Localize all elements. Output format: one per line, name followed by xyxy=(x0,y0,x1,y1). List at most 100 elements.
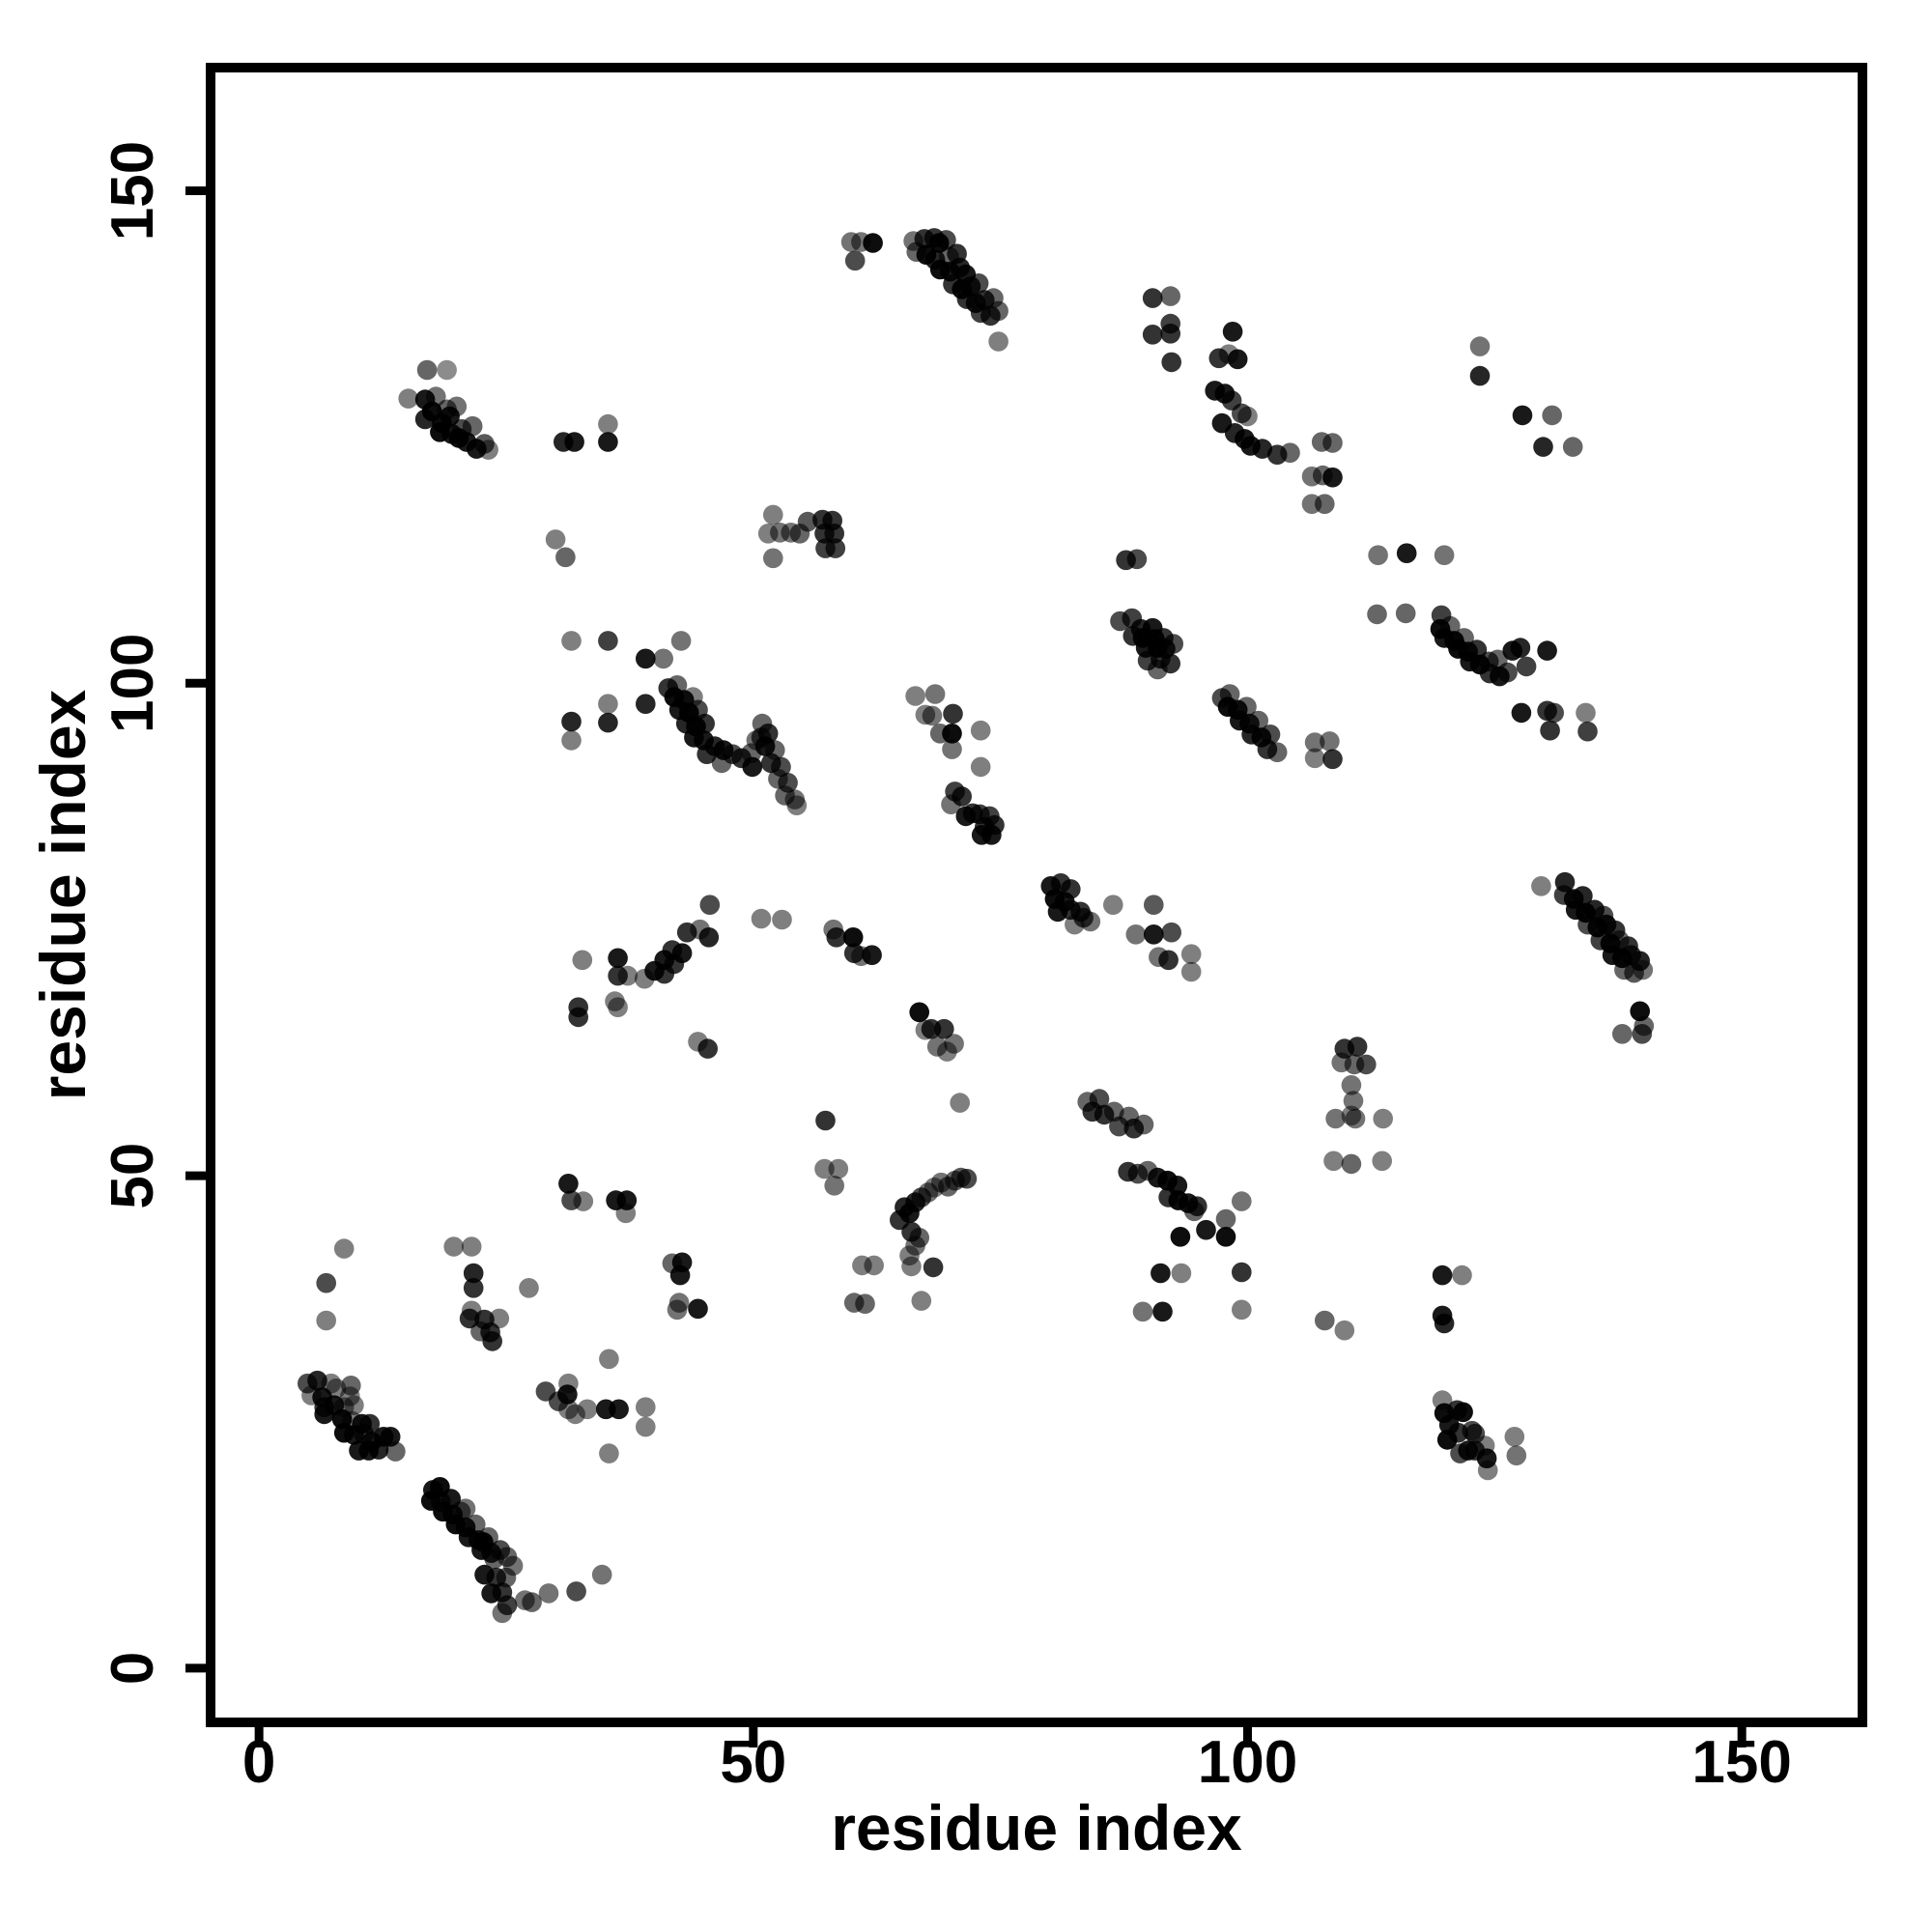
data-point xyxy=(1170,1227,1191,1247)
data-point xyxy=(577,1399,598,1420)
data-point xyxy=(941,794,961,814)
data-point xyxy=(711,753,732,774)
data-point xyxy=(1227,349,1248,370)
data-point xyxy=(1304,732,1325,753)
data-point xyxy=(314,1404,335,1425)
data-point xyxy=(1434,545,1455,565)
data-point xyxy=(608,948,628,969)
data-point xyxy=(634,968,655,989)
data-point xyxy=(1345,1108,1366,1129)
data-point xyxy=(826,927,847,948)
data-point xyxy=(1341,1153,1362,1175)
data-point xyxy=(598,694,618,714)
y-tick-label: 50 xyxy=(99,1143,166,1209)
data-point xyxy=(564,432,584,452)
data-point xyxy=(1356,1054,1377,1075)
data-point xyxy=(1323,1151,1344,1172)
data-point xyxy=(1160,286,1180,306)
data-point xyxy=(1133,1114,1154,1135)
data-point xyxy=(988,331,1009,352)
data-point xyxy=(981,825,1002,845)
data-point xyxy=(667,1299,688,1321)
data-point xyxy=(1266,742,1288,762)
data-point xyxy=(1633,959,1654,980)
data-point xyxy=(1142,325,1163,345)
data-point xyxy=(862,945,882,965)
data-point xyxy=(1343,1091,1364,1111)
data-point xyxy=(1144,924,1164,945)
data-point xyxy=(636,1397,656,1417)
data-point xyxy=(670,631,692,651)
data-point xyxy=(545,529,566,550)
data-point xyxy=(1395,603,1416,624)
data-point xyxy=(654,963,674,984)
data-point xyxy=(1453,1402,1473,1423)
data-point xyxy=(1469,336,1491,356)
data-point xyxy=(1516,656,1537,677)
data-point xyxy=(416,359,438,381)
data-point xyxy=(1322,433,1343,453)
data-point xyxy=(473,1532,494,1552)
data-point xyxy=(566,1581,586,1602)
data-point xyxy=(599,1443,619,1463)
data-point xyxy=(1315,494,1335,514)
data-point xyxy=(842,927,864,948)
data-point xyxy=(1080,911,1101,932)
data-point xyxy=(1477,1460,1498,1481)
data-point xyxy=(1237,406,1258,427)
data-point xyxy=(599,1349,619,1370)
data-point xyxy=(1125,924,1147,945)
data-point xyxy=(316,1272,337,1293)
data-point xyxy=(653,648,673,669)
data-point xyxy=(1632,1024,1653,1044)
data-point xyxy=(344,1395,364,1415)
data-point xyxy=(598,712,618,733)
data-point xyxy=(1544,702,1564,724)
data-point xyxy=(598,631,618,651)
data-point xyxy=(608,997,628,1017)
data-point xyxy=(763,504,783,526)
data-point xyxy=(1222,322,1243,342)
data-point xyxy=(1533,437,1553,457)
data-point xyxy=(333,1238,355,1259)
data-point xyxy=(934,1018,954,1039)
data-point xyxy=(1065,914,1085,935)
data-point xyxy=(636,648,656,669)
data-point xyxy=(1132,1301,1153,1322)
y-tick-label: 100 xyxy=(99,634,166,733)
data-point xyxy=(1512,405,1533,426)
data-point xyxy=(617,965,639,986)
data-point xyxy=(326,1378,347,1399)
data-point xyxy=(1434,1313,1455,1334)
data-point xyxy=(1396,543,1417,563)
data-point xyxy=(1161,352,1181,373)
x-tick-label: 50 xyxy=(720,1729,786,1796)
data-point xyxy=(772,909,792,930)
points-layer xyxy=(298,228,1655,1624)
data-point xyxy=(609,1399,629,1420)
data-point xyxy=(573,1191,594,1211)
data-point xyxy=(636,694,656,714)
data-point xyxy=(368,1439,389,1460)
data-point xyxy=(988,300,1009,322)
data-point xyxy=(1160,324,1180,344)
data-point xyxy=(568,1007,588,1028)
x-tick-label: 150 xyxy=(1691,1729,1791,1796)
data-point xyxy=(828,1158,849,1179)
data-point xyxy=(751,908,772,929)
data-point xyxy=(598,432,618,452)
data-point xyxy=(522,1592,542,1612)
data-point xyxy=(824,1176,844,1196)
data-point xyxy=(561,631,582,651)
data-point xyxy=(1103,895,1123,915)
data-point xyxy=(1232,1262,1252,1283)
data-point xyxy=(1232,1299,1252,1321)
data-point xyxy=(1612,1024,1633,1044)
data-point xyxy=(1497,662,1518,683)
data-point xyxy=(555,547,576,568)
data-point xyxy=(591,1564,612,1585)
data-point xyxy=(482,1331,502,1351)
data-point xyxy=(443,1236,465,1257)
data-point xyxy=(1537,640,1557,661)
data-point xyxy=(1506,1445,1527,1465)
